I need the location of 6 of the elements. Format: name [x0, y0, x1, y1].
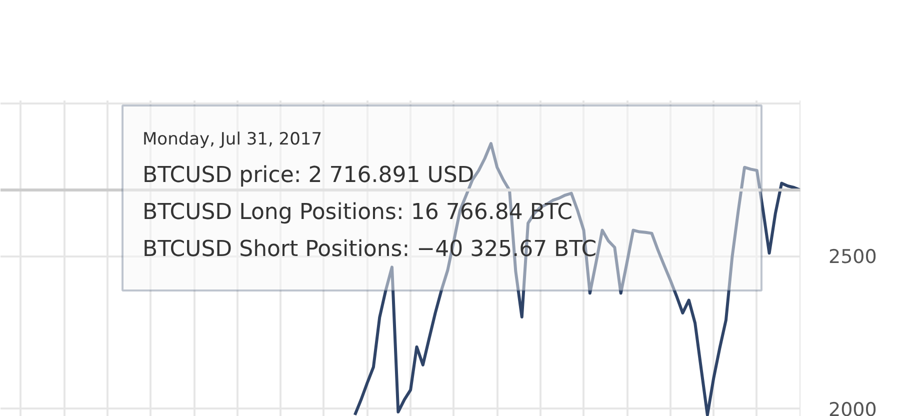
y-tick-label: 2000 — [828, 398, 877, 416]
annotation: BTCUSD Short Positions: −40 325.67 BTC — [142, 237, 597, 262]
annotation: Monday, Jul 31, 2017 — [142, 130, 322, 150]
annotation: BTCUSD Long Positions: 16 766.84 BTC — [142, 200, 572, 225]
y-tick-label: 2500 — [828, 246, 877, 268]
annotation: BTCUSD price: 2 716.891 USD — [142, 163, 474, 188]
